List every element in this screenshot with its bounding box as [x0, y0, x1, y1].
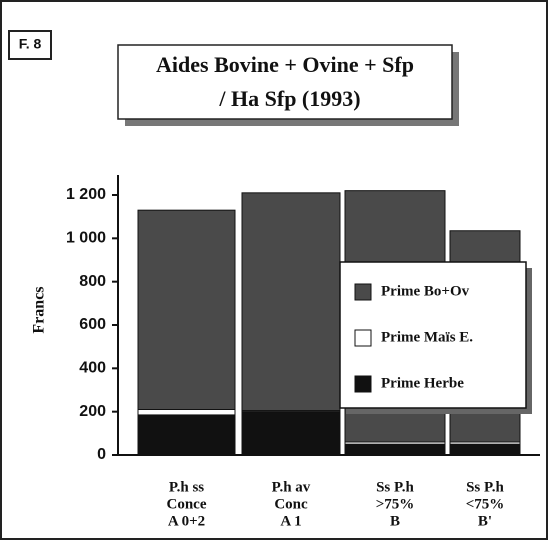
legend-swatch: [354, 283, 372, 301]
x-tick-label: Ss P.h: [466, 479, 504, 495]
legend-label: Prime Bo+Ov: [381, 283, 470, 299]
x-tick-label: <75%: [466, 496, 505, 512]
chart-title: / Ha Sfp (1993): [218, 86, 360, 111]
legend-label: Prime Herbe: [381, 375, 464, 391]
y-tick-label: 1 000: [66, 230, 106, 247]
x-tick-label: Ss P.h: [376, 479, 414, 495]
x-tick-label: A 0+2: [168, 513, 205, 529]
bar-segment: [449, 443, 521, 456]
y-tick-label: 400: [79, 360, 106, 377]
legend-swatch: [354, 375, 372, 393]
figure-label-box: [8, 30, 52, 60]
y-axis-label: Francs: [31, 286, 48, 333]
y-tick-label: 800: [79, 273, 106, 290]
y-tick-label: 1 200: [66, 186, 106, 203]
x-tick-label: P.h av: [272, 479, 311, 495]
x-tick-label: A 1: [280, 513, 301, 529]
bar-segment: [137, 409, 236, 416]
bar-segment: [241, 411, 341, 456]
chart-title: Aides Bovine + Ovine + Sfp: [156, 52, 414, 77]
x-tick-label: Conc: [274, 496, 308, 512]
x-tick-label: B': [478, 513, 492, 529]
x-tick-label: B: [390, 513, 400, 529]
bar-segment: [137, 209, 236, 410]
figure-label: F. 8: [19, 36, 42, 52]
x-tick-label: Conce: [167, 496, 207, 512]
y-tick-label: 600: [79, 316, 106, 333]
legend-label: Prime Maïs E.: [381, 329, 473, 345]
bar-segment: [344, 443, 446, 456]
title-box: [117, 44, 453, 120]
x-tick-label: >75%: [376, 496, 415, 512]
x-tick-label: P.h ss: [169, 479, 204, 495]
bar-segment: [137, 414, 236, 456]
legend-swatch: [354, 329, 372, 347]
y-tick-label: 0: [97, 446, 106, 463]
bar-segment: [241, 192, 341, 412]
y-tick-label: 200: [79, 403, 106, 420]
